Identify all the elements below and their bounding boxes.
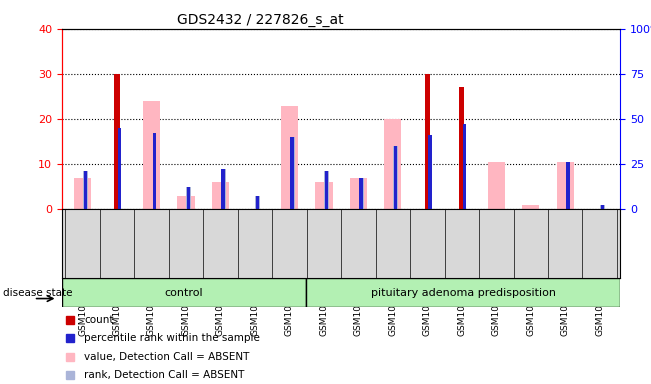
Bar (255, 196, 260, 209)
Text: disease state: disease state (3, 288, 73, 298)
Bar (256, 196, 259, 209)
Bar (600, 205, 605, 209)
Bar (463, 124, 466, 209)
Bar (601, 205, 604, 209)
Bar (393, 146, 398, 209)
Bar (306, 278, 620, 307)
Bar (428, 135, 432, 209)
Bar (281, 106, 298, 209)
Bar (350, 178, 367, 209)
Bar (115, 74, 120, 209)
Bar (384, 119, 402, 209)
Bar (424, 74, 430, 209)
Bar (212, 182, 229, 209)
Text: control: control (165, 288, 203, 298)
Text: percentile rank within the sample: percentile rank within the sample (84, 333, 260, 343)
Bar (488, 162, 505, 209)
Bar (74, 178, 91, 209)
Bar (359, 178, 363, 209)
Bar (566, 162, 570, 209)
Bar (143, 101, 160, 209)
Text: pituitary adenoma predisposition: pituitary adenoma predisposition (371, 288, 556, 298)
Bar (83, 171, 88, 209)
Bar (177, 196, 195, 209)
Bar (83, 171, 87, 209)
Bar (315, 182, 333, 209)
Bar (290, 137, 294, 209)
Text: count: count (84, 315, 114, 325)
Text: value, Detection Call = ABSENT: value, Detection Call = ABSENT (84, 352, 249, 362)
Bar (221, 169, 225, 209)
Bar (394, 146, 397, 209)
Bar (557, 162, 574, 209)
Bar (187, 187, 191, 209)
Bar (359, 178, 364, 209)
Text: rank, Detection Call = ABSENT: rank, Detection Call = ABSENT (84, 370, 245, 380)
Bar (118, 128, 122, 209)
Bar (522, 205, 540, 209)
Bar (459, 88, 464, 209)
Bar (152, 132, 156, 209)
Bar (325, 171, 328, 209)
Bar (62, 278, 306, 307)
Bar (290, 137, 295, 209)
Text: GDS2432 / 227826_s_at: GDS2432 / 227826_s_at (177, 13, 344, 27)
Bar (221, 169, 226, 209)
Bar (186, 187, 191, 209)
Bar (324, 171, 329, 209)
